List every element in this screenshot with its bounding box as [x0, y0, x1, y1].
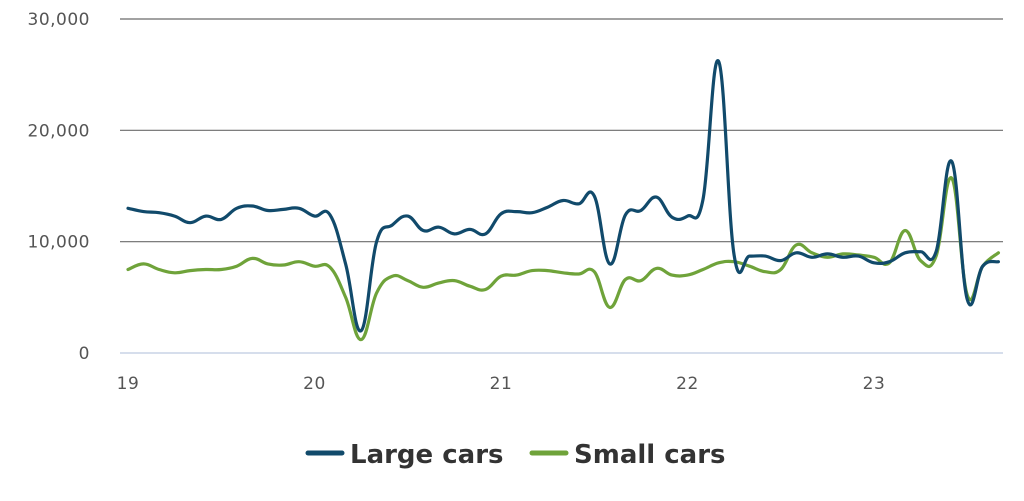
x-axis-tick-labels: 19 20 21 22 23: [117, 374, 886, 394]
x-tick-label: 19: [117, 374, 140, 394]
y-tick-label: 10,000: [28, 233, 90, 253]
y-tick-label: 0: [79, 344, 90, 364]
y-tick-label: 20,000: [28, 121, 90, 141]
x-tick-label: 21: [490, 374, 513, 394]
grid-lines: [120, 18, 1003, 354]
x-tick-label: 23: [863, 374, 886, 394]
legend-label-small-cars: Small cars: [574, 440, 726, 470]
x-tick-label: 22: [676, 374, 699, 394]
y-axis-tick-labels: 0 10,000 20,000 30,000: [28, 10, 90, 364]
legend: Large cars Small cars: [305, 440, 726, 470]
series-line-large-cars: [126, 59, 1000, 333]
y-tick-label: 30,000: [28, 10, 90, 30]
legend-label-large-cars: Large cars: [350, 440, 504, 470]
x-tick-label: 20: [303, 374, 326, 394]
series-lines: [126, 59, 1000, 342]
